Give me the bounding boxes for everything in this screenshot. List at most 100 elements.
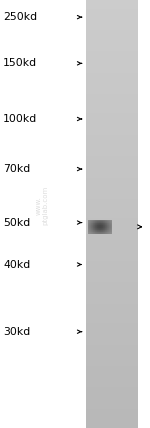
Bar	[110, 228, 111, 229]
Bar	[89, 233, 90, 234]
Bar	[105, 232, 106, 233]
Bar	[86, 41, 138, 43]
Bar	[86, 34, 138, 36]
Bar	[90, 230, 91, 231]
Bar	[88, 222, 89, 223]
Bar	[102, 226, 103, 227]
Bar	[86, 407, 138, 409]
Bar	[98, 225, 99, 226]
Bar	[111, 229, 112, 230]
Bar	[86, 362, 138, 364]
Bar	[99, 232, 100, 233]
Bar	[86, 199, 138, 201]
Bar	[104, 230, 105, 231]
Bar	[91, 231, 92, 232]
Bar	[108, 225, 109, 226]
Bar	[101, 226, 102, 227]
Bar	[86, 394, 138, 396]
Bar	[110, 232, 111, 233]
Bar	[86, 263, 138, 265]
Bar	[86, 165, 138, 167]
Bar	[100, 229, 101, 230]
Bar	[105, 226, 106, 227]
Bar	[86, 424, 138, 426]
Text: 100kd: 100kd	[3, 114, 37, 124]
Bar	[86, 90, 138, 92]
Bar	[86, 244, 138, 246]
Bar	[100, 227, 101, 228]
Bar	[100, 224, 101, 225]
Bar	[109, 233, 110, 234]
Bar	[110, 224, 111, 225]
Bar	[86, 340, 138, 342]
Bar	[101, 229, 102, 230]
Bar	[92, 230, 93, 231]
Bar	[103, 221, 104, 222]
Bar	[108, 223, 109, 224]
Bar	[86, 94, 138, 96]
Bar	[93, 225, 94, 226]
Bar	[91, 229, 92, 230]
Bar	[104, 224, 105, 225]
Text: www.
ptglab.com: www. ptglab.com	[36, 186, 48, 225]
Bar	[86, 385, 138, 387]
Bar	[93, 222, 94, 223]
Bar	[91, 222, 92, 223]
Bar	[90, 221, 91, 222]
Text: 30kd: 30kd	[3, 327, 30, 337]
Bar	[108, 230, 109, 231]
Bar	[106, 233, 107, 234]
Bar	[103, 227, 104, 228]
Bar	[89, 228, 90, 229]
Bar	[88, 226, 89, 227]
Bar	[92, 229, 93, 230]
Text: 50kd: 50kd	[3, 217, 30, 228]
Bar	[100, 220, 101, 221]
Bar	[86, 426, 138, 428]
Bar	[86, 413, 138, 415]
Bar	[109, 222, 110, 223]
Bar	[100, 231, 101, 232]
Bar	[86, 223, 138, 225]
Bar	[86, 120, 138, 122]
Bar	[106, 229, 107, 230]
Bar	[86, 83, 138, 86]
Bar	[86, 291, 138, 293]
Bar	[86, 169, 138, 171]
Bar	[86, 103, 138, 105]
Bar	[86, 302, 138, 304]
Bar	[102, 231, 103, 232]
Bar	[86, 30, 138, 32]
Bar	[86, 205, 138, 208]
Bar	[91, 226, 92, 227]
Bar	[90, 229, 91, 230]
Bar	[91, 224, 92, 225]
Bar	[86, 364, 138, 366]
Bar	[110, 230, 111, 231]
Bar	[86, 370, 138, 372]
Bar	[92, 222, 93, 223]
Bar	[101, 225, 102, 226]
Bar	[98, 233, 99, 234]
Bar	[86, 73, 138, 75]
Bar	[98, 227, 99, 228]
Bar	[103, 222, 104, 223]
Bar	[95, 228, 96, 229]
Bar	[102, 221, 103, 222]
Bar	[93, 233, 94, 234]
Bar	[86, 141, 138, 143]
Bar	[108, 224, 109, 225]
Bar	[92, 220, 93, 221]
Bar	[86, 353, 138, 355]
Bar	[99, 224, 100, 225]
Bar	[108, 233, 109, 234]
Bar	[93, 230, 94, 231]
Bar	[90, 224, 91, 225]
Bar	[99, 220, 100, 221]
Bar	[86, 372, 138, 374]
Bar	[106, 228, 107, 229]
Bar	[88, 220, 89, 221]
Bar	[86, 66, 138, 68]
Bar	[86, 146, 138, 148]
Bar	[94, 226, 95, 227]
